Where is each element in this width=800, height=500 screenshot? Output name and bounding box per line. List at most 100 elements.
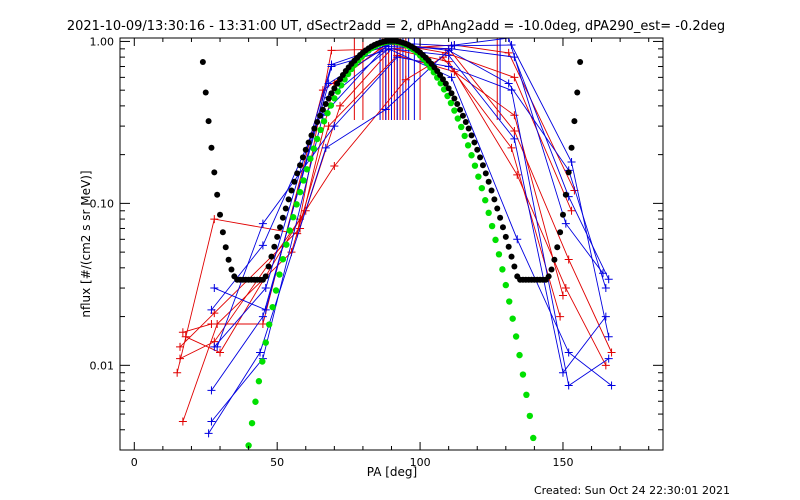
- plot-area: [173, 38, 616, 449]
- black-model-point: [445, 85, 452, 92]
- black-model-point: [331, 85, 338, 92]
- black-model-point: [262, 273, 269, 280]
- black-model-point: [308, 132, 315, 139]
- series-point-6-7: [604, 275, 613, 284]
- black-model-point: [317, 112, 324, 119]
- black-model-point: [208, 144, 215, 151]
- green-model-point: [458, 123, 465, 131]
- black-model-point: [442, 80, 449, 87]
- black-model-point: [319, 106, 326, 113]
- y-axis-label: nflux [#/(cm2 s sr MeV)]: [79, 170, 93, 317]
- series-point-5-6: [510, 73, 519, 82]
- black-model-point: [282, 205, 289, 212]
- green-model-point: [523, 391, 530, 399]
- series-point-11-5: [504, 38, 513, 42]
- black-model-point: [274, 233, 281, 240]
- black-model-point: [454, 101, 461, 108]
- series-point-12-5: [507, 86, 516, 95]
- green-model-point: [468, 152, 475, 159]
- green-model-point: [482, 197, 489, 204]
- series-point-11-1: [256, 348, 265, 357]
- black-model-point: [214, 191, 221, 198]
- series-point-8-7: [604, 332, 613, 341]
- y-tick-label-2: 1.00: [90, 35, 115, 48]
- green-model-point: [269, 303, 276, 311]
- series-point-2-6: [510, 111, 519, 120]
- series-point-3-4: [401, 75, 410, 84]
- black-model-point: [265, 263, 272, 270]
- series-point-8-1: [261, 284, 270, 293]
- series-point-10-2: [327, 62, 336, 71]
- green-model-point: [488, 222, 496, 230]
- series-point-3-7: [556, 312, 565, 321]
- series-point-2-7: [558, 291, 567, 300]
- series-point-9-4: [447, 73, 456, 82]
- green-model-point: [259, 358, 266, 365]
- black-model-point: [202, 89, 209, 96]
- green-model-point: [262, 339, 269, 346]
- black-model-point: [511, 263, 518, 270]
- series-point-12-7: [604, 354, 613, 363]
- black-model-point: [294, 170, 301, 177]
- green-model-point: [512, 333, 520, 340]
- x-axis-label: PA [deg]: [367, 465, 417, 479]
- green-model-point: [485, 209, 492, 217]
- green-model-point: [283, 241, 290, 248]
- green-model-point: [307, 155, 314, 162]
- green-model-point: [300, 177, 307, 184]
- series-point-10-7: [601, 312, 610, 321]
- x-tick-label-0: 0: [131, 456, 138, 469]
- series-point-3-6: [507, 143, 516, 152]
- black-model-point: [268, 253, 275, 260]
- black-model-point: [508, 253, 515, 260]
- black-model-point: [299, 154, 306, 161]
- series-point-12-0: [213, 342, 222, 351]
- y-tick-label-0: 0.01: [90, 359, 115, 372]
- series-point-11-6: [561, 219, 570, 228]
- black-model-point: [222, 244, 229, 251]
- series-point-10-3: [387, 44, 396, 53]
- black-model-point: [551, 256, 558, 263]
- series-point-4-6: [504, 48, 513, 57]
- black-model-point: [499, 224, 506, 231]
- series-point-3-3: [330, 162, 339, 171]
- black-model-point: [479, 162, 486, 169]
- black-model-point: [457, 106, 464, 113]
- series-point-5-2: [258, 319, 267, 328]
- series-point-8-6: [567, 158, 576, 167]
- series-point-9-6: [564, 348, 573, 357]
- black-model-point: [217, 211, 224, 218]
- black-model-point: [337, 76, 344, 83]
- series-point-12-2: [330, 122, 339, 131]
- black-model-point: [297, 162, 304, 169]
- series-point-0-8: [607, 348, 616, 357]
- series-point-1-7: [561, 284, 570, 293]
- series-line-5: [182, 42, 572, 333]
- x-tick-label-1: 50: [270, 456, 284, 469]
- black-model-point: [311, 125, 318, 132]
- black-model-point: [291, 178, 298, 185]
- green-model-point: [331, 95, 338, 102]
- green-model-point: [279, 256, 287, 263]
- series-point-10-1: [261, 305, 270, 314]
- green-model-point: [293, 201, 300, 208]
- black-model-point: [565, 169, 572, 176]
- green-model-point: [286, 227, 293, 234]
- green-model-point: [492, 236, 499, 244]
- green-model-point: [245, 442, 252, 449]
- y-tick-label-1: 0.10: [90, 197, 115, 210]
- green-model-point: [526, 412, 534, 420]
- series-point-11-7: [598, 269, 607, 278]
- black-model-point: [557, 229, 564, 236]
- black-model-point: [205, 118, 212, 125]
- green-model-point: [509, 315, 516, 322]
- black-model-point: [448, 90, 455, 97]
- series-point-6-0: [207, 417, 216, 426]
- series-line-6: [211, 46, 610, 422]
- black-model-point: [219, 229, 226, 236]
- black-model-point: [491, 196, 498, 203]
- series-line-11: [208, 38, 604, 434]
- green-model-point: [317, 126, 324, 134]
- series-line-8: [213, 42, 610, 348]
